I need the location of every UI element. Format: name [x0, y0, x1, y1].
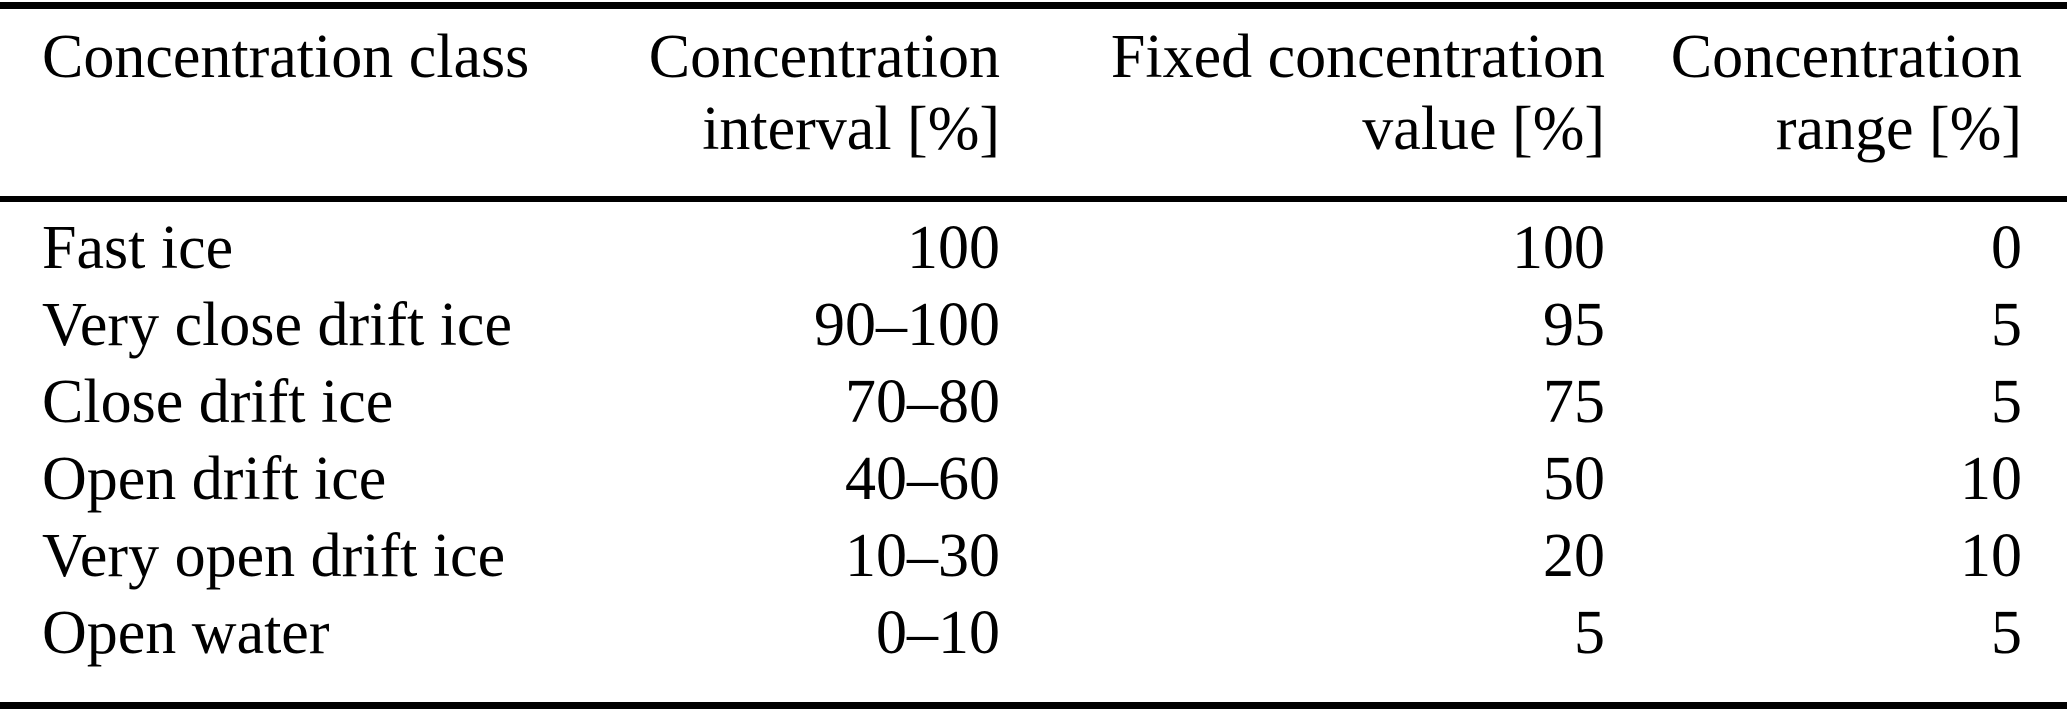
cell-value: 5 [1574, 599, 1605, 667]
table-body: Fast ice 100 100 0 Very close drift ice … [0, 199, 2067, 706]
table-row: Open water 0–10 5 5 [0, 595, 2067, 706]
header-line: Concentration class [42, 23, 530, 91]
cell-interval: 0–10 [876, 599, 1000, 667]
cell-interval: 10–30 [845, 522, 1000, 590]
header-line: Fixed concentration [1110, 23, 1605, 91]
table-row: Fast ice 100 100 0 [0, 199, 2067, 287]
cell-class: Very open drift ice [42, 522, 506, 590]
column-header-fixed-concentration-value: Fixed concentration value [%] [1000, 5, 1605, 202]
cell-class: Very close drift ice [42, 291, 512, 359]
cell-value: 20 [1543, 522, 1605, 590]
column-header-concentration-interval: Concentration interval [%] [562, 5, 1000, 202]
column-header-concentration-class: Concentration class [0, 5, 562, 202]
cell-range: 5 [1991, 368, 2022, 436]
cell-range: 5 [1991, 599, 2022, 667]
cell-value: 95 [1543, 291, 1605, 359]
header-line: Concentration [1670, 23, 2022, 91]
cell-interval: 40–60 [845, 445, 1000, 513]
table-row: Very close drift ice 90–100 95 5 [0, 287, 2067, 364]
cell-class: Open drift ice [42, 445, 387, 513]
cell-range: 5 [1991, 291, 2022, 359]
table-row: Open drift ice 40–60 50 10 [0, 441, 2067, 518]
table-header: Concentration class Concentration interv… [0, 5, 2067, 202]
cell-range: 10 [1960, 522, 2022, 590]
table-row: Close drift ice 70–80 75 5 [0, 364, 2067, 441]
table-row: Very open drift ice 10–30 20 10 [0, 518, 2067, 595]
cell-range: 10 [1960, 445, 2022, 513]
header-row: Concentration class Concentration interv… [0, 5, 2067, 202]
cell-class: Close drift ice [42, 368, 394, 436]
cell-value: 75 [1543, 368, 1605, 436]
cell-class: Open water [42, 599, 330, 667]
header-line: interval [%] [702, 95, 1000, 163]
cell-class: Fast ice [42, 214, 234, 282]
header-line: range [%] [1775, 95, 2022, 163]
header-line: value [%] [1362, 95, 1605, 163]
column-header-concentration-range: Concentration range [%] [1605, 5, 2067, 202]
cell-interval: 70–80 [845, 368, 1000, 436]
header-line: Concentration [648, 23, 1000, 91]
cell-value: 100 [1512, 214, 1605, 282]
cell-interval: 100 [907, 214, 1000, 282]
cell-range: 0 [1991, 214, 2022, 282]
cell-interval: 90–100 [814, 291, 1000, 359]
cell-value: 50 [1543, 445, 1605, 513]
